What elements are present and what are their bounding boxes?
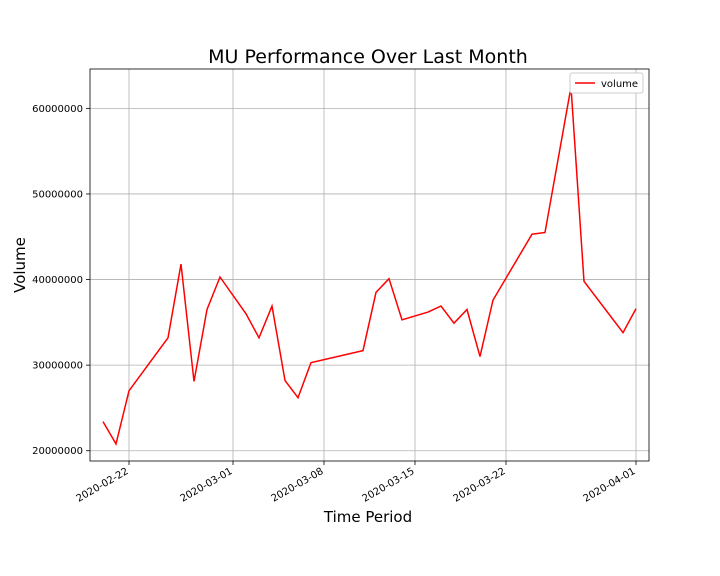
x-tick-label: 2020-03-22 xyxy=(452,466,508,505)
x-tick-label: 2020-03-01 xyxy=(179,466,235,505)
x-axis-label: Time Period xyxy=(323,508,412,526)
legend: volume xyxy=(569,72,644,94)
x-tick-label: 2020-02-22 xyxy=(75,466,131,505)
y-tick-label: 30000000 xyxy=(32,361,83,372)
x-tick-label: 2020-03-15 xyxy=(361,466,417,505)
x-tick-label: 2020-04-01 xyxy=(582,466,638,505)
axis-ticks: 2020-02-22 2020-03-01 2020-03-08 2020-03-15… xyxy=(32,104,637,505)
legend-label-volume: volume xyxy=(601,79,638,90)
y-tick-label: 20000000 xyxy=(32,446,83,457)
grid-lines xyxy=(90,69,649,461)
y-axis-label: Volume xyxy=(11,237,29,293)
plot-frame xyxy=(89,68,650,462)
y-tick-label: 60000000 xyxy=(32,104,83,115)
x-tick-label: 2020-03-08 xyxy=(270,466,326,505)
legend-box xyxy=(569,72,644,94)
chart-title: MU Performance Over Last Month xyxy=(208,46,528,68)
y-tick-label: 50000000 xyxy=(32,189,83,200)
volume-series-line xyxy=(102,86,637,446)
y-tick-label: 40000000 xyxy=(32,275,83,286)
